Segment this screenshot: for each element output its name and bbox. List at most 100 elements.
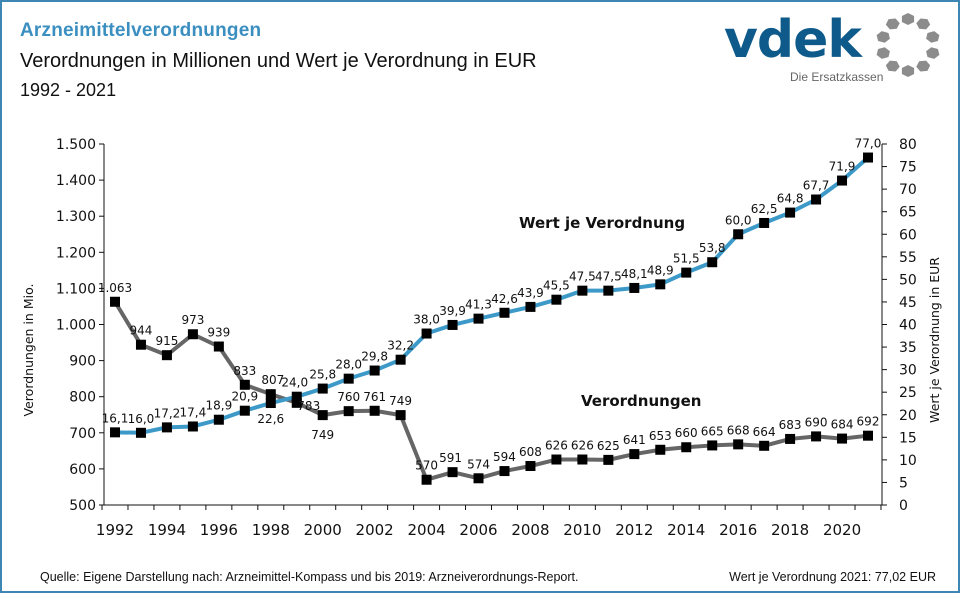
y-right-tick-label: 5: [899, 475, 908, 491]
data-label-wert: 43,9: [517, 286, 544, 300]
data-label-verordnungen: 973: [181, 313, 204, 327]
data-label-verordnungen: 594: [493, 450, 516, 464]
data-label-verordnungen: 626: [571, 439, 594, 453]
x-tick-label: 2002: [356, 521, 394, 539]
data-label-wert: 41,3: [465, 298, 492, 312]
y-left-tick-label: 900: [69, 354, 96, 370]
data-label-wert: 39,9: [439, 304, 466, 318]
marker-verordnungen: [499, 466, 510, 477]
marker-verordnungen: [525, 461, 536, 472]
x-tick-label: 2006: [459, 521, 497, 539]
data-label-wert: 48,1: [621, 267, 648, 281]
data-label-verordnungen: 749: [311, 428, 334, 442]
marker-wert: [110, 427, 120, 438]
data-label-wert: 71,9: [829, 160, 856, 174]
data-label-verordnungen: 574: [467, 457, 490, 471]
y-right-tick-label: 35: [899, 340, 917, 356]
marker-wert: [655, 279, 666, 290]
y-left-tick-label: 800: [69, 390, 96, 406]
logo-hexagon: [916, 18, 931, 30]
data-label-wert: 18,9: [206, 399, 233, 413]
marker-verordnungen: [317, 410, 328, 421]
x-tick-label: 2000: [304, 521, 342, 539]
y-right-tick-label: 70: [899, 182, 917, 198]
y-right-tick-label: 55: [899, 250, 917, 266]
y-axis-left-label: Verordnungen in Mio.: [21, 284, 36, 417]
marker-wert: [291, 391, 302, 402]
marker-wert: [473, 313, 484, 324]
chart-title: Arzneimittelverordnungen: [20, 20, 262, 41]
y-right-tick-label: 45: [899, 295, 917, 311]
data-label-verordnungen: 570: [415, 459, 438, 473]
marker-verordnungen: [759, 440, 770, 451]
marker-verordnungen: [785, 433, 796, 444]
marker-wert: [603, 285, 614, 296]
marker-wert: [213, 414, 224, 425]
y-right-tick-label: 15: [899, 430, 917, 446]
x-tick-label: 2014: [667, 521, 705, 539]
data-label-wert: 64,8: [777, 192, 804, 206]
y-right-tick-label: 40: [899, 318, 917, 334]
data-label-wert: 47,5: [595, 270, 622, 284]
logo-hexagon: [901, 65, 915, 77]
marker-wert: [239, 405, 250, 416]
logo-hexagon: [885, 18, 900, 30]
y-left-tick-label: 1.200: [56, 245, 96, 261]
marker-verordnungen: [187, 329, 198, 340]
x-tick-label: 2010: [563, 521, 601, 539]
data-label-verordnungen: 684: [831, 418, 854, 432]
y-left-tick-label: 700: [69, 426, 96, 442]
data-label-wert: 48,9: [647, 263, 674, 277]
logo-wordmark: vdek: [724, 10, 862, 70]
data-label-verordnungen: 683: [779, 418, 802, 432]
marker-wert: [343, 373, 354, 384]
x-tick-label: 1996: [200, 521, 238, 539]
marker-wert: [785, 207, 796, 218]
marker-verordnungen: [421, 474, 432, 485]
data-label-wert: 24,0: [281, 376, 308, 390]
y-right-tick-label: 80: [899, 137, 917, 153]
data-label-wert: 42,6: [491, 292, 518, 306]
x-tick-label: 1992: [96, 521, 134, 539]
logo-hexagon: [885, 60, 900, 72]
data-label-verordnungen: 591: [439, 451, 462, 465]
marker-verordnungen: [447, 467, 458, 478]
marker-verordnungen: [395, 410, 406, 421]
y-right-tick-label: 30: [899, 363, 917, 379]
data-label-wert: 32,2: [387, 339, 414, 353]
data-label-wert: 60,0: [725, 213, 752, 227]
marker-verordnungen: [343, 406, 354, 417]
x-tick-label: 2020: [823, 521, 861, 539]
data-label-verordnungen: 749: [389, 394, 412, 408]
data-label-verordnungen: 692: [857, 415, 880, 429]
data-label-verordnungen: 608: [519, 445, 542, 459]
chart-subtitle: Verordnungen in Millionen und Wert je Ve…: [20, 50, 537, 72]
marker-verordnungen: [135, 339, 146, 350]
y-right-tick-label: 50: [899, 272, 917, 288]
marker-verordnungen: [213, 341, 224, 352]
y-right-tick-label: 60: [899, 227, 917, 243]
marker-wert: [499, 307, 510, 318]
x-tick-label: 1998: [252, 521, 290, 539]
data-label-verordnungen: 641: [623, 433, 646, 447]
data-label-wert: 51,5: [673, 252, 700, 266]
y-right-tick-label: 65: [899, 205, 917, 221]
marker-verordnungen: [707, 440, 718, 451]
annotation-verordnungen: Verordnungen: [581, 392, 701, 410]
y-left-tick-label: 1.400: [56, 173, 96, 189]
data-label-verordnungen: 807: [261, 373, 284, 387]
marker-wert: [551, 294, 562, 305]
y-left-tick-label: 1.000: [56, 318, 96, 334]
data-label-wert: 20,9: [231, 390, 258, 404]
data-label-verordnungen: 664: [753, 425, 776, 439]
data-label-verordnungen: 653: [649, 429, 672, 443]
marker-verordnungen: [110, 296, 120, 307]
logo-hexagon: [926, 47, 940, 59]
data-label-wert: 25,8: [309, 368, 336, 382]
data-label-verordnungen: 626: [545, 439, 568, 453]
data-label-verordnungen: 944: [130, 324, 153, 338]
logo-hexagon: [876, 47, 890, 59]
marker-wert: [629, 282, 640, 293]
